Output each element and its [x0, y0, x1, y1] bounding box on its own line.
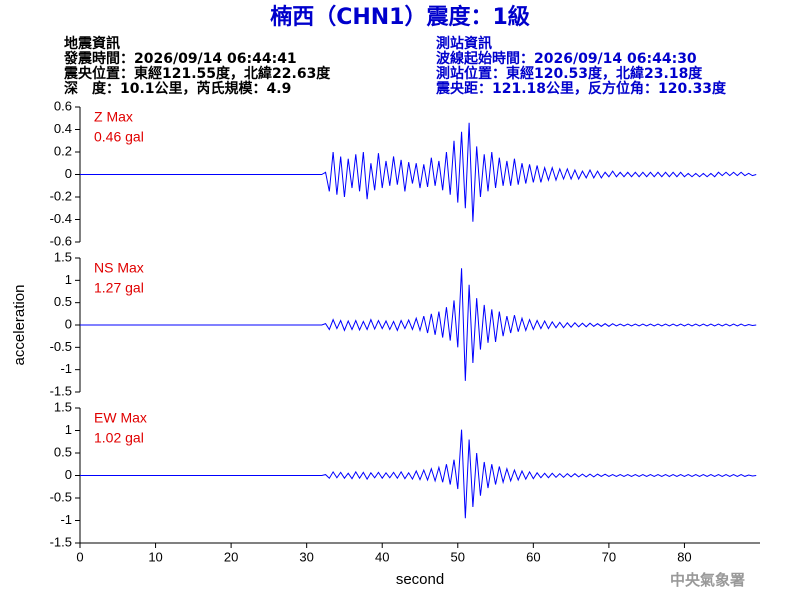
x-tick-label: 70 — [602, 549, 616, 564]
info-right: 波線起始時間：2026/09/14 06:44:30 — [436, 50, 697, 67]
y-tick-label: -0.5 — [50, 339, 72, 354]
y-tick-label: -0.6 — [50, 233, 72, 248]
waveform — [80, 122, 757, 222]
y-tick-label: 0 — [65, 166, 72, 181]
x-tick-label: 50 — [451, 549, 465, 564]
y-tick-label: 0.5 — [54, 294, 72, 309]
chart-title: 楠西（CHN1）震度：1級 — [270, 4, 530, 30]
y-tick-label: 1 — [65, 422, 72, 437]
max-label: 1.02 gal — [94, 430, 144, 446]
info-right: 震央距：121.18公里，反方位角：120.33度 — [435, 80, 727, 97]
y-tick-label: 0.2 — [54, 143, 72, 158]
max-label: NS Max — [94, 260, 144, 276]
y-tick-label: -0.4 — [50, 211, 72, 226]
x-tick-label: 80 — [677, 549, 691, 564]
y-tick-label: 1 — [65, 272, 72, 287]
y-tick-label: -1.5 — [50, 383, 72, 398]
y-tick-label: -1.5 — [50, 534, 72, 549]
y-tick-label: 1.5 — [54, 249, 72, 264]
info-left: 深 度：10.1公里，芮氏規模：4.9 — [64, 80, 291, 97]
waveform — [80, 429, 757, 519]
y-tick-label: 0.6 — [54, 98, 72, 113]
info-right: 測站位置：東經120.53度，北緯23.18度 — [436, 65, 703, 82]
waveform — [80, 268, 757, 381]
x-tick-label: 20 — [224, 549, 238, 564]
info-left: 發震時間：2026/09/14 06:44:41 — [63, 50, 297, 67]
y-tick-label: -0.2 — [50, 188, 72, 203]
max-label: EW Max — [94, 410, 147, 426]
max-label: Z Max — [94, 109, 133, 125]
y-tick-label: -1 — [60, 361, 72, 376]
x-tick-label: 10 — [148, 549, 162, 564]
info-left: 震央位置：東經121.55度，北緯22.63度 — [63, 65, 331, 82]
max-label: 0.46 gal — [94, 129, 144, 145]
x-tick-label: 0 — [76, 549, 83, 564]
y-tick-label: -0.5 — [50, 489, 72, 504]
y-tick-label: 0.5 — [54, 444, 72, 459]
y-tick-label: 0.4 — [54, 121, 72, 136]
x-tick-label: 40 — [375, 549, 389, 564]
y-tick-label: 0 — [65, 316, 72, 331]
x-tick-label: 60 — [526, 549, 540, 564]
x-tick-label: 30 — [299, 549, 313, 564]
watermark: 中央氣象署 — [670, 571, 745, 589]
y-tick-label: 1.5 — [54, 399, 72, 414]
x-axis-label: second — [396, 571, 444, 588]
y-tick-label: 0 — [65, 467, 72, 482]
info-left: 地震資訊 — [64, 35, 120, 52]
y-axis-label: acceleration — [11, 285, 28, 366]
max-label: 1.27 gal — [94, 280, 144, 296]
y-tick-label: -1 — [60, 512, 72, 527]
info-right: 測站資訊 — [436, 35, 492, 52]
